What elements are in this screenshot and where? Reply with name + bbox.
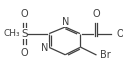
Text: OH: OH (117, 29, 123, 39)
Text: S: S (21, 29, 28, 39)
Text: N: N (62, 17, 69, 27)
Text: O: O (92, 9, 100, 19)
Text: CH₃: CH₃ (4, 29, 20, 38)
Text: O: O (21, 9, 28, 19)
Text: O: O (21, 48, 28, 58)
Text: N: N (41, 43, 49, 53)
Text: Br: Br (100, 50, 111, 60)
